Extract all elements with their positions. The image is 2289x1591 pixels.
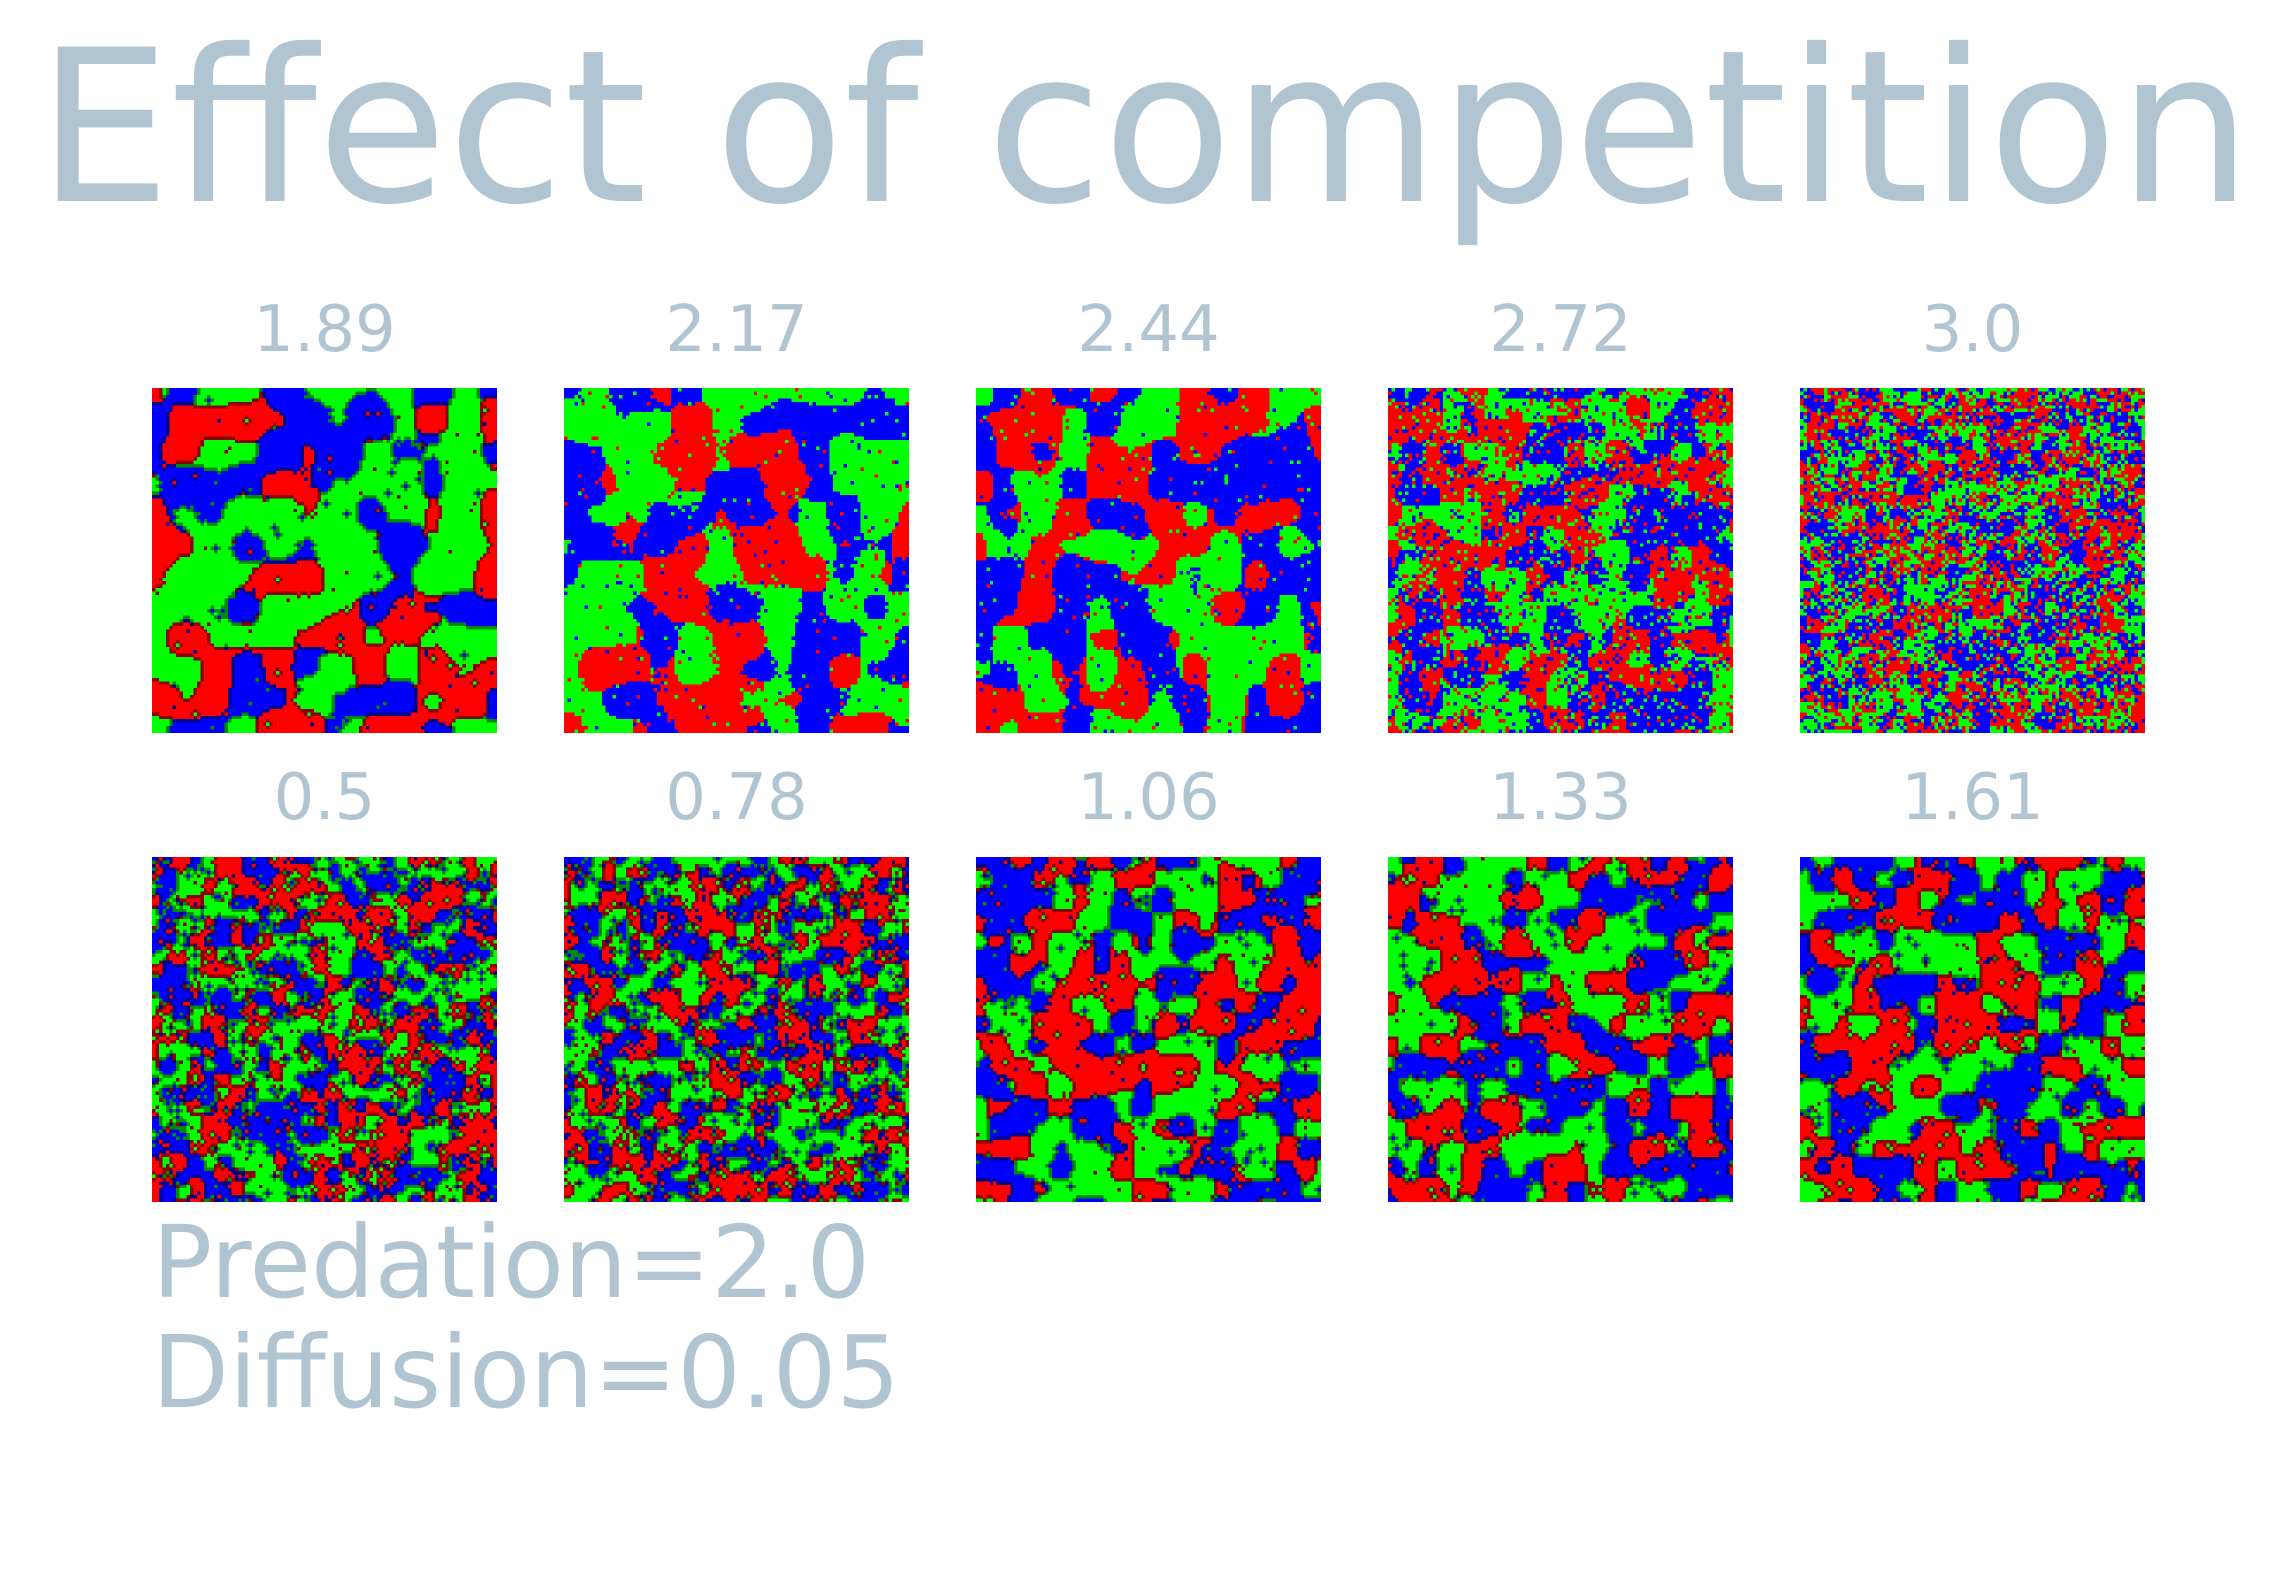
simulation-snapshot	[152, 388, 497, 733]
panel-label: 1.06	[1077, 761, 1220, 835]
panel-label: 1.33	[1489, 761, 1632, 835]
simulation-snapshot	[1800, 857, 2145, 1202]
page-title: Effect of competition	[36, 4, 2253, 251]
panel-label: 0.78	[665, 761, 808, 835]
panel-label: 2.17	[665, 293, 808, 367]
panel-label: 1.61	[1901, 761, 2044, 835]
simulation-snapshot	[976, 857, 1321, 1202]
simulation-snapshot	[976, 388, 1321, 733]
simulation-snapshot	[1388, 857, 1733, 1202]
simulation-snapshot	[564, 857, 909, 1202]
diffusion-parameter: Diffusion=0.05	[152, 1314, 900, 1431]
panel-label: 2.72	[1489, 293, 1632, 367]
panel-label: 1.89	[253, 293, 396, 367]
predation-parameter: Predation=2.0	[152, 1204, 871, 1321]
simulation-snapshot	[1800, 388, 2145, 733]
panel-label: 2.44	[1077, 293, 1220, 367]
panel-label: 3.0	[1921, 293, 2024, 367]
simulation-snapshot	[564, 388, 909, 733]
simulation-snapshot	[1388, 388, 1733, 733]
panel-label: 0.5	[273, 761, 376, 835]
simulation-snapshot	[152, 857, 497, 1202]
